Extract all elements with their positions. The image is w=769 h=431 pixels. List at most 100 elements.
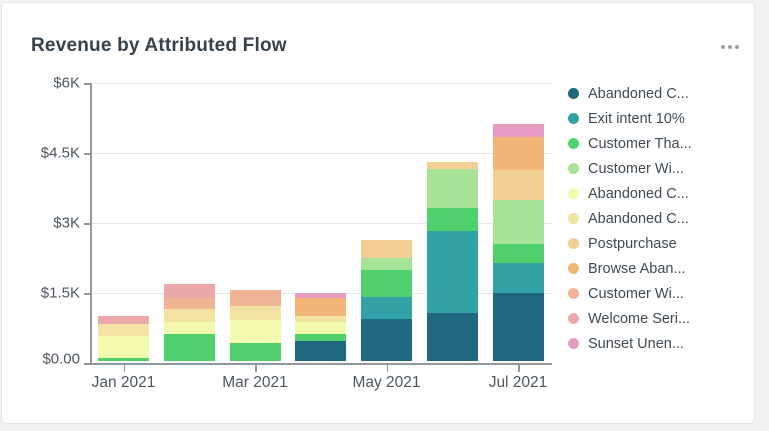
legend-dot-icon (568, 288, 579, 299)
bar-segment[interactable] (163, 298, 215, 310)
gridline (90, 83, 553, 84)
legend-dot-icon (568, 138, 579, 149)
y-axis-tick (84, 83, 90, 85)
legend-item[interactable]: Abandoned C... (568, 206, 692, 231)
bar-segment[interactable] (229, 289, 281, 306)
bar-segment[interactable] (426, 230, 478, 314)
legend-dot-icon (568, 338, 579, 349)
bar-jan-2021[interactable] (98, 316, 149, 361)
legend-label: Exit intent 10% (588, 110, 685, 127)
bar-jun-2021[interactable] (426, 162, 478, 361)
bar-segment[interactable] (426, 169, 478, 209)
bar-segment[interactable] (295, 340, 347, 361)
bar-segment[interactable] (426, 208, 478, 231)
bar-segment[interactable] (295, 315, 347, 322)
gridline (90, 223, 553, 224)
legend-label: Customer Wi... (588, 285, 684, 302)
legend-dot-icon (568, 313, 579, 324)
bar-segment[interactable] (229, 305, 281, 320)
ellipsis-menu-icon[interactable] (715, 39, 745, 55)
bar-segment[interactable] (492, 199, 544, 245)
y-axis-line (90, 83, 92, 363)
y-axis-label: $1.5K (40, 284, 80, 302)
legend-dot-icon (568, 238, 579, 249)
bar-segment[interactable] (98, 358, 149, 361)
legend-label: Customer Tha... (588, 135, 692, 152)
legend-item[interactable]: Abandoned C... (568, 81, 692, 106)
dot (735, 45, 739, 49)
legend-dot-icon (568, 263, 579, 274)
bar-segment[interactable] (492, 293, 544, 361)
bar-segment[interactable] (98, 323, 149, 337)
bar-may-2021[interactable] (361, 240, 412, 361)
bar-segment[interactable] (295, 293, 347, 298)
bar-segment[interactable] (492, 123, 544, 138)
legend-dot-icon (568, 88, 579, 99)
bar-segment[interactable] (361, 319, 412, 361)
bar-segment[interactable] (361, 257, 412, 271)
bar-segment[interactable] (163, 284, 215, 299)
bar-segment[interactable] (295, 333, 347, 341)
x-axis-label: Jan 2021 (91, 374, 156, 391)
x-axis-label: Jul 2021 (488, 374, 548, 391)
x-axis-tick (255, 365, 257, 372)
legend-dot-icon (568, 163, 579, 174)
legend-label: Abandoned C... (588, 185, 689, 202)
revenue-by-attributed-flow-card: Revenue by Attributed Flow $6K $4.5K $3K $1… (1, 2, 755, 424)
bar-jul-2021[interactable] (492, 123, 544, 361)
legend-label: Customer Wi... (588, 160, 684, 177)
bar-segment[interactable] (492, 263, 544, 294)
y-axis-label: $6K (53, 74, 80, 92)
chart-title: Revenue by Attributed Flow (31, 35, 287, 56)
legend-item[interactable]: Welcome Seri... (568, 306, 692, 331)
chart-legend: Abandoned C... Exit intent 10% Customer Th… (568, 81, 692, 356)
legend-label: Welcome Seri... (588, 310, 691, 327)
legend-item[interactable]: Browse Aban... (568, 256, 692, 281)
legend-item[interactable]: Exit intent 10% (568, 106, 692, 131)
bar-mar-2021[interactable] (229, 289, 281, 361)
bar-segment[interactable] (295, 297, 347, 316)
bar-segment[interactable] (492, 244, 544, 264)
dot (721, 45, 725, 49)
bar-segment[interactable] (361, 270, 412, 298)
legend-item[interactable]: Sunset Unen... (568, 331, 692, 356)
legend-label: Sunset Unen... (588, 335, 684, 352)
bar-apr-2021[interactable] (295, 293, 347, 361)
legend-item[interactable]: Abandoned C... (568, 181, 692, 206)
legend-dot-icon (568, 113, 579, 124)
bar-segment[interactable] (163, 309, 215, 322)
gridline (90, 153, 553, 154)
x-axis-tick (123, 365, 125, 372)
bar-segment[interactable] (361, 240, 412, 258)
legend-label: Postpurchase (588, 235, 677, 252)
bar-segment[interactable] (426, 313, 478, 361)
legend-dot-icon (568, 188, 579, 199)
y-axis-label: $4.5K (40, 144, 80, 162)
y-axis-label: $0.00 (42, 350, 80, 368)
y-axis-label: $3K (53, 214, 80, 232)
bar-segment[interactable] (295, 321, 347, 334)
x-axis-label: Mar 2021 (222, 374, 288, 391)
bar-segment[interactable] (163, 321, 215, 335)
bar-segment[interactable] (229, 343, 281, 361)
x-axis-tick (386, 365, 388, 372)
legend-item[interactable]: Postpurchase (568, 231, 692, 256)
bar-segment[interactable] (492, 137, 544, 170)
bar-segment[interactable] (98, 336, 149, 359)
bar-segment[interactable] (98, 316, 149, 324)
bar-feb-2021[interactable] (163, 284, 215, 361)
legend-item[interactable]: Customer Wi... (568, 281, 692, 306)
y-axis-tick (84, 153, 90, 155)
bar-segment[interactable] (163, 334, 215, 361)
bar-segment[interactable] (229, 319, 281, 344)
bar-segment[interactable] (361, 297, 412, 319)
legend-label: Browse Aban... (588, 260, 686, 277)
y-axis-tick (84, 293, 90, 295)
legend-item[interactable]: Customer Tha... (568, 131, 692, 156)
bar-segment[interactable] (426, 162, 478, 169)
legend-item[interactable]: Customer Wi... (568, 156, 692, 181)
legend-dot-icon (568, 213, 579, 224)
bar-segment[interactable] (492, 169, 544, 200)
y-axis-tick (84, 223, 90, 225)
legend-label: Abandoned C... (588, 85, 689, 102)
